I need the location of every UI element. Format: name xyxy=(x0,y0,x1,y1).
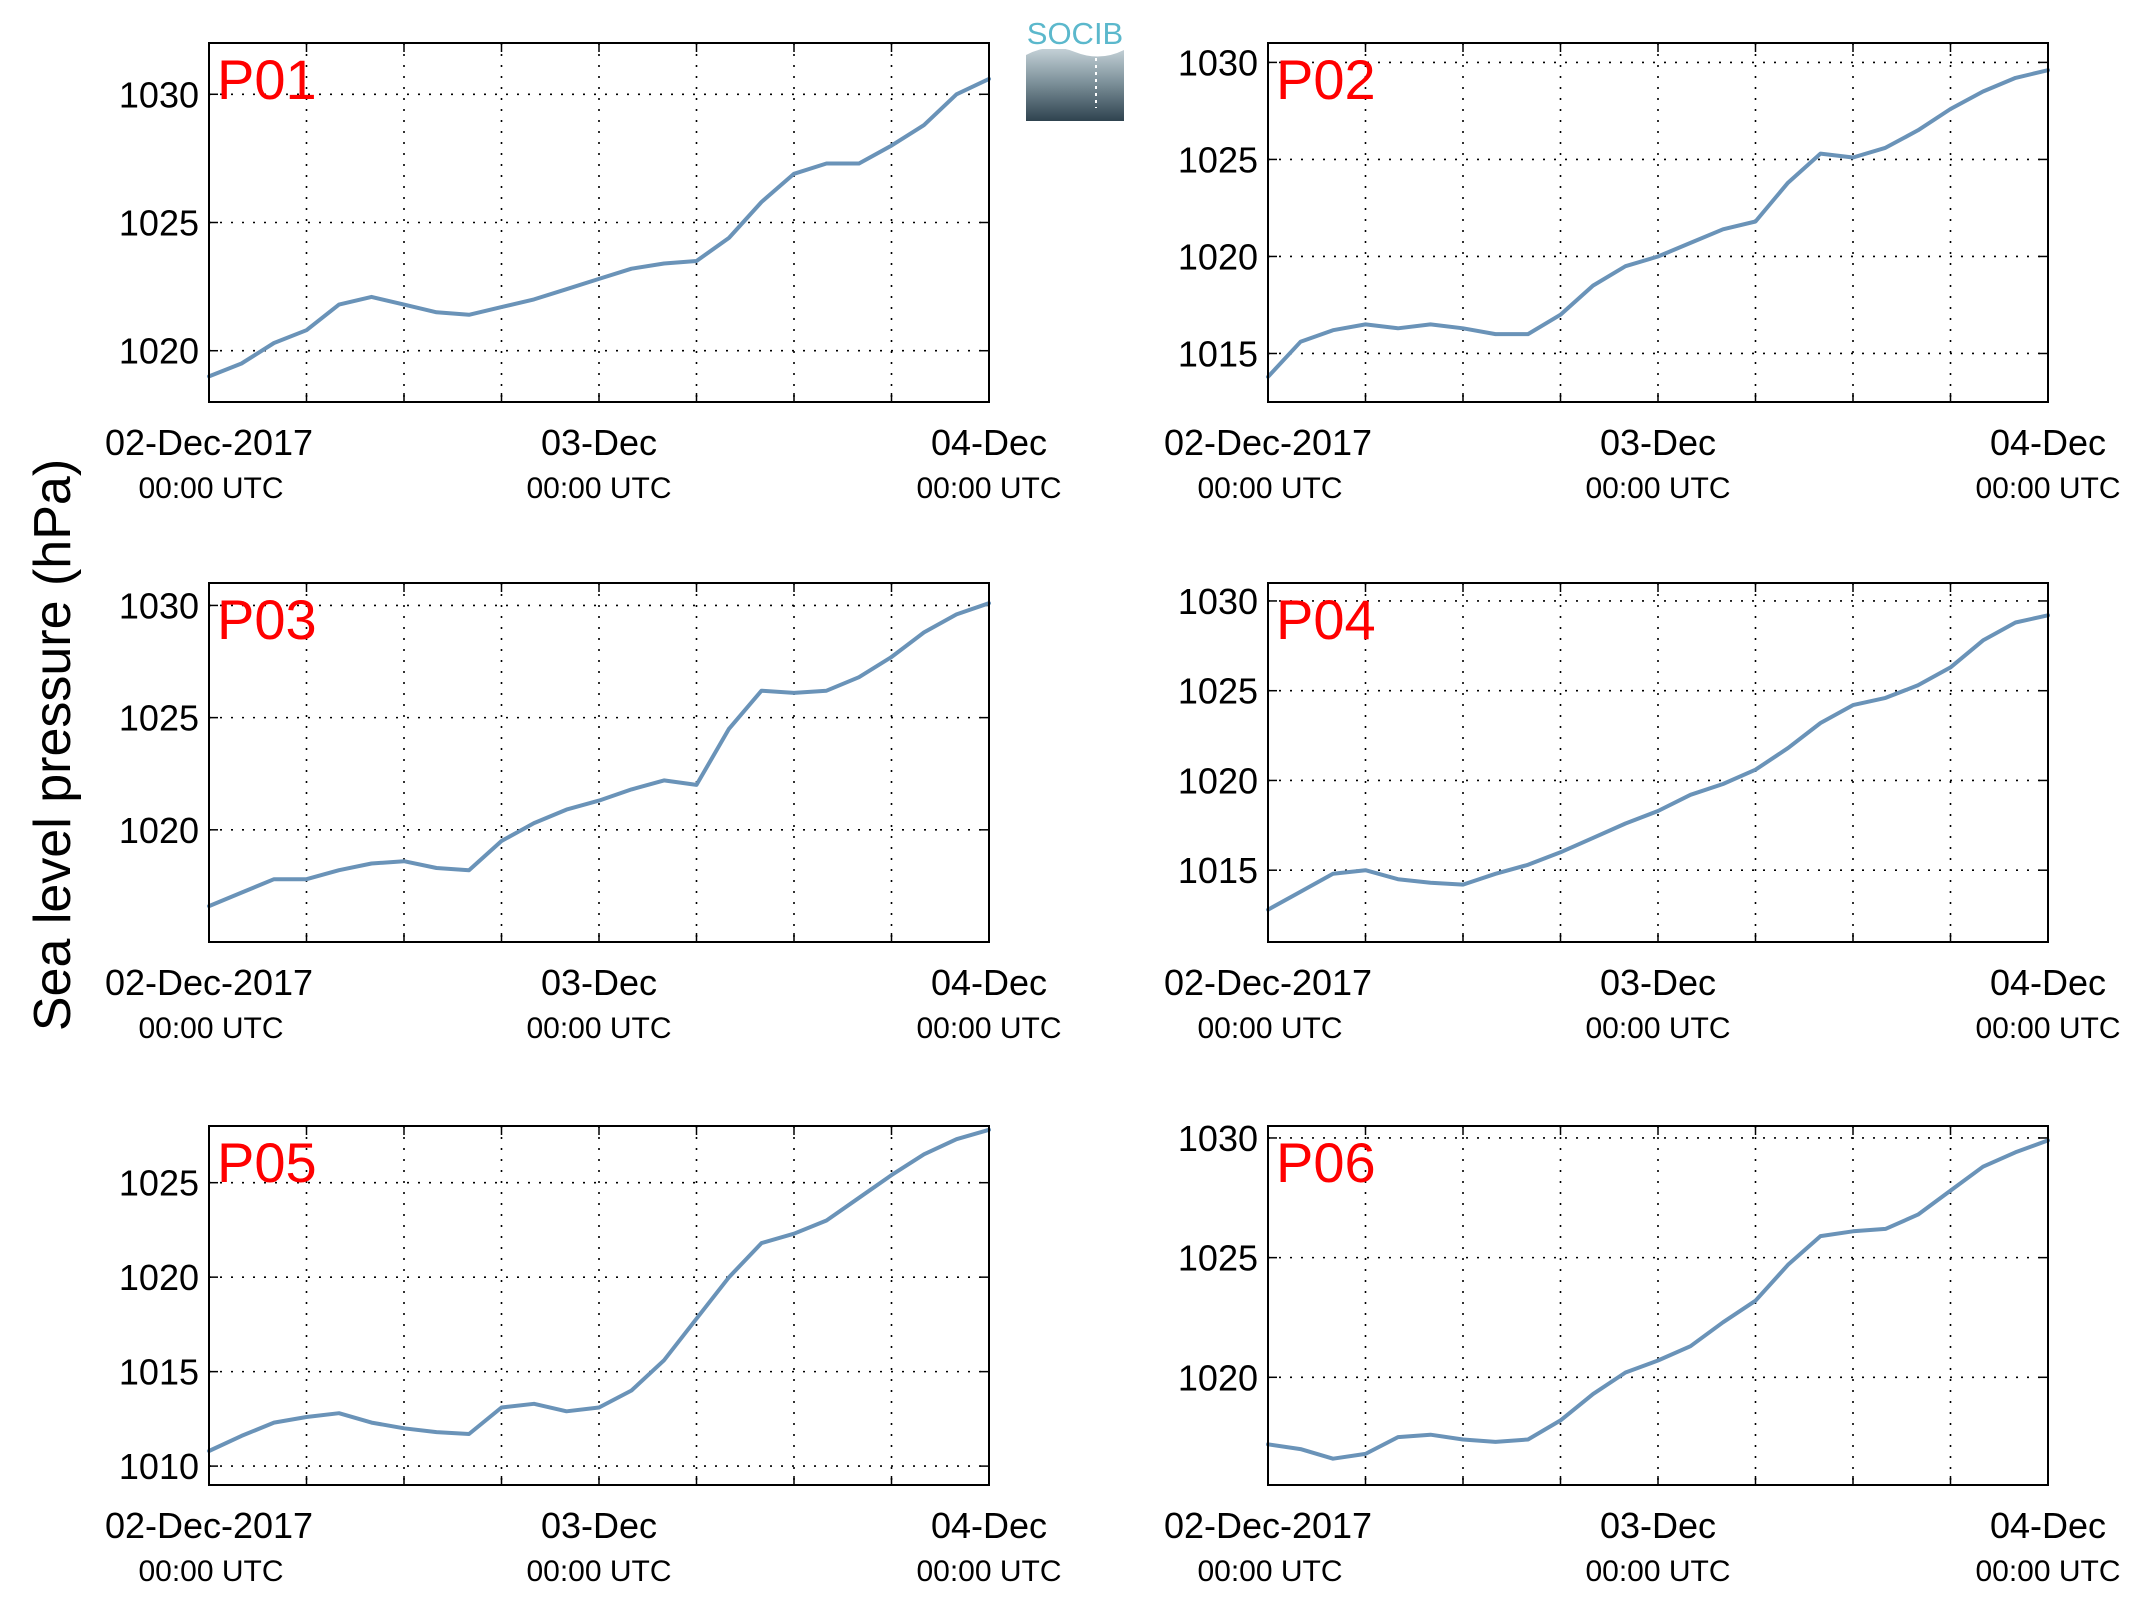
y-tick-label: 1020 xyxy=(119,810,199,851)
y-tick-label: 1010 xyxy=(119,1446,199,1487)
socib-logo: SOCIB xyxy=(1026,16,1124,121)
x-tick-label-date: 02-Dec-2017 xyxy=(105,962,313,1003)
axes-frame xyxy=(1267,1125,2049,1486)
x-tick-label-time: 00:00 UTC xyxy=(526,1012,671,1045)
y-tick-label: 1015 xyxy=(1178,333,1258,374)
panel-p05: 1010 1015 1020 1025 P05 02-Dec-2017 00:00 UTC 0… xyxy=(105,1125,1062,1588)
x-tick-label-date: 02-Dec-2017 xyxy=(1164,962,1372,1003)
y-tick-label: 1030 xyxy=(119,585,199,626)
x-tick-label-time: 00:00 UTC xyxy=(916,1012,1061,1045)
x-tick-label-time: 00:00 UTC xyxy=(1197,1555,1342,1588)
panel-p06: 1020 1025 1030 P06 02-Dec-2017 00:00 UTC 03-De… xyxy=(1164,1118,2121,1588)
axes-frame xyxy=(1267,582,2049,943)
x-tick-label-time: 00:00 UTC xyxy=(138,472,283,505)
y-tick-label: 1025 xyxy=(119,203,199,244)
y-tick-label: 1020 xyxy=(119,1257,199,1298)
x-tick-label-date: 03-Dec xyxy=(541,422,657,463)
x-tick-label-time: 00:00 UTC xyxy=(1197,472,1342,505)
x-tick-label-time: 00:00 UTC xyxy=(526,1555,671,1588)
x-tick-label-date: 02-Dec-2017 xyxy=(1164,1505,1372,1546)
series-line xyxy=(1266,1138,2050,1461)
axes-frame xyxy=(208,582,990,943)
y-tick-label: 1025 xyxy=(119,698,199,739)
x-tick-label-date: 04-Dec xyxy=(931,962,1047,1003)
axes-frame xyxy=(208,42,990,403)
panel-label: P01 xyxy=(217,48,317,111)
y-axis-label: Sea level pressure (hPa) xyxy=(24,459,82,1031)
y-tick-label: 1030 xyxy=(119,74,199,115)
x-tick-label-time: 00:00 UTC xyxy=(1975,472,2120,505)
panel-p02: 1015 1020 1025 1030 P02 02-Dec-2017 00:00 UTC 0… xyxy=(1164,42,2121,505)
y-tick-label: 1020 xyxy=(119,331,199,372)
logo-wordmark: SOCIB xyxy=(1027,16,1123,51)
panel-p03: 1020 1025 1030 P03 02-Dec-2017 00:00 UTC 03-De… xyxy=(105,582,1062,1045)
y-tick-label: 1030 xyxy=(1178,1118,1258,1159)
x-tick-label-time: 00:00 UTC xyxy=(916,472,1061,505)
y-tick-label: 1025 xyxy=(119,1163,199,1204)
x-tick-label-date: 03-Dec xyxy=(1600,962,1716,1003)
x-tick-label-date: 02-Dec-2017 xyxy=(1164,422,1372,463)
y-tick-label: 1025 xyxy=(1178,671,1258,712)
x-tick-label-date: 02-Dec-2017 xyxy=(105,1505,313,1546)
logo-wave xyxy=(1026,40,1124,57)
x-tick-label-time: 00:00 UTC xyxy=(1975,1012,2120,1045)
x-tick-label-time: 00:00 UTC xyxy=(1197,1012,1342,1045)
x-tick-label-date: 04-Dec xyxy=(931,1505,1047,1546)
series-line xyxy=(207,1127,991,1453)
series-line xyxy=(1266,613,2050,912)
y-tick-label: 1030 xyxy=(1178,581,1258,622)
y-tick-label: 1020 xyxy=(1178,760,1258,801)
panel-label: P05 xyxy=(217,1131,317,1194)
panel-p04: 1015 1020 1025 1030 P04 02-Dec-2017 00:00 UTC 0… xyxy=(1164,581,2121,1045)
y-tick-label: 1025 xyxy=(1178,1238,1258,1279)
panel-label: P02 xyxy=(1276,48,1376,111)
x-tick-label-time: 00:00 UTC xyxy=(1585,472,1730,505)
y-tick-label: 1030 xyxy=(1178,42,1258,83)
panels-container: 1020 1025 1030 P01 02-Dec-2017 00:00 UTC 03-De… xyxy=(105,42,2121,1588)
x-tick-label-date: 04-Dec xyxy=(1990,1505,2106,1546)
series-line xyxy=(207,76,991,379)
x-tick-label-time: 00:00 UTC xyxy=(1585,1555,1730,1588)
axes-frame xyxy=(1267,42,2049,403)
x-tick-label-time: 00:00 UTC xyxy=(526,472,671,505)
series-line xyxy=(1266,68,2050,379)
y-tick-label: 1025 xyxy=(1178,139,1258,180)
x-tick-label-date: 04-Dec xyxy=(1990,962,2106,1003)
x-tick-label-date: 02-Dec-2017 xyxy=(105,422,313,463)
x-tick-label-time: 00:00 UTC xyxy=(1585,1012,1730,1045)
x-tick-label-time: 00:00 UTC xyxy=(138,1012,283,1045)
y-tick-label: 1015 xyxy=(1178,850,1258,891)
axes-frame xyxy=(208,1125,990,1486)
series-line xyxy=(207,601,991,909)
panel-label: P06 xyxy=(1276,1131,1376,1194)
x-tick-label-date: 03-Dec xyxy=(1600,422,1716,463)
x-tick-label-date: 04-Dec xyxy=(931,422,1047,463)
x-tick-label-time: 00:00 UTC xyxy=(916,1555,1061,1588)
x-tick-label-date: 03-Dec xyxy=(541,1505,657,1546)
x-tick-label-date: 03-Dec xyxy=(541,962,657,1003)
panel-p01: 1020 1025 1030 P01 02-Dec-2017 00:00 UTC 03-De… xyxy=(105,42,1062,505)
x-tick-label-date: 04-Dec xyxy=(1990,422,2106,463)
y-tick-label: 1015 xyxy=(119,1352,199,1393)
panel-label: P04 xyxy=(1276,588,1376,651)
panel-label: P03 xyxy=(217,588,317,651)
x-tick-label-time: 00:00 UTC xyxy=(138,1555,283,1588)
y-tick-label: 1020 xyxy=(1178,1357,1258,1398)
x-tick-label-date: 03-Dec xyxy=(1600,1505,1716,1546)
logo-block xyxy=(1026,49,1124,121)
x-tick-label-time: 00:00 UTC xyxy=(1975,1555,2120,1588)
y-tick-label: 1020 xyxy=(1178,236,1258,277)
